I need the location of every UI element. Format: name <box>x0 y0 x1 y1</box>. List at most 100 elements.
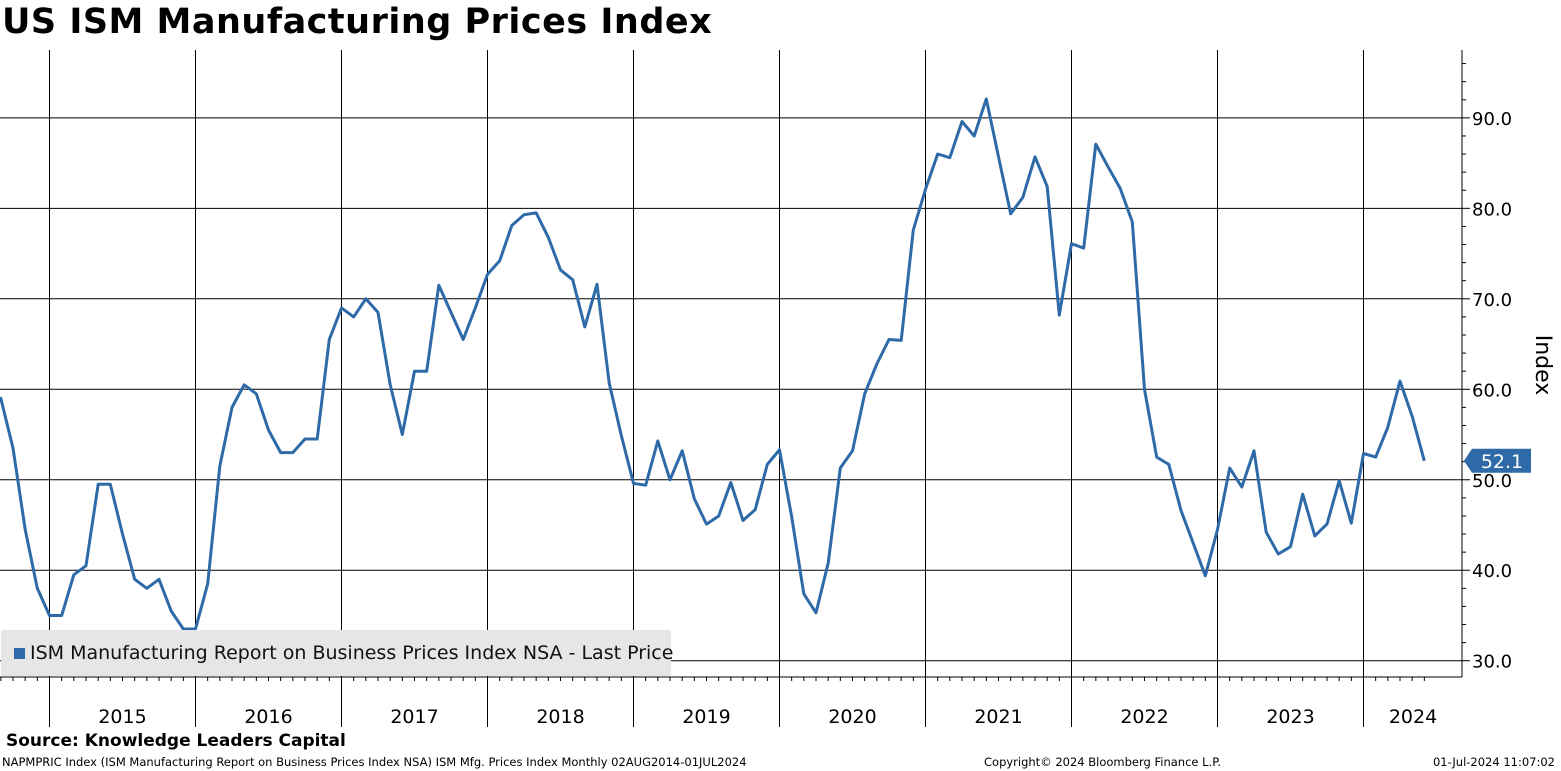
data-point <box>596 283 599 286</box>
y-tick-label: 90.0 <box>1472 109 1512 130</box>
data-point <box>48 614 51 617</box>
legend-swatch <box>14 648 25 659</box>
x-year-label: 2015 <box>98 706 146 728</box>
data-point <box>900 339 903 342</box>
legend: ISM Manufacturing Report on Business Pri… <box>1 630 674 676</box>
data-point <box>243 383 246 386</box>
data-point <box>462 338 465 341</box>
data-point <box>523 213 526 216</box>
data-point <box>170 610 173 613</box>
data-point <box>1399 380 1402 383</box>
data-point <box>328 338 331 341</box>
data-point <box>1155 456 1158 459</box>
y-tick-label: 40.0 <box>1472 561 1512 582</box>
data-point <box>936 153 939 156</box>
source-note: Source: Knowledge Leaders Capital <box>6 731 346 751</box>
data-point <box>1034 155 1037 158</box>
data-point <box>413 370 416 373</box>
data-point <box>547 236 550 239</box>
data-point <box>1021 196 1024 199</box>
data-point <box>888 338 891 341</box>
data-point <box>535 211 538 214</box>
data-point <box>1423 459 1426 462</box>
data-point <box>437 284 440 287</box>
y-tick-label: 70.0 <box>1472 290 1512 311</box>
data-point <box>1180 509 1183 512</box>
data-point <box>24 528 27 531</box>
data-point <box>1094 143 1097 146</box>
data-point <box>1301 493 1304 496</box>
data-point <box>875 363 878 366</box>
data-point <box>1386 426 1389 429</box>
data-point <box>1277 553 1280 556</box>
data-point <box>97 483 100 486</box>
data-point <box>705 523 708 526</box>
y-tick-label: 30.0 <box>1472 652 1512 673</box>
data-point <box>12 447 15 450</box>
x-year-label: 2021 <box>974 706 1022 728</box>
data-point <box>401 433 404 436</box>
data-point <box>1228 467 1231 470</box>
data-point <box>1253 449 1256 452</box>
data-point <box>36 587 39 590</box>
data-point <box>231 406 234 409</box>
data-point <box>912 229 915 232</box>
last-value-callout: 52.1 <box>1464 448 1531 473</box>
data-point <box>802 592 805 595</box>
data-point <box>121 533 124 536</box>
data-point <box>1119 187 1122 190</box>
data-point <box>693 497 696 500</box>
data-point <box>1009 212 1012 215</box>
data-point <box>364 297 367 300</box>
series-line <box>0 97 1426 631</box>
data-point <box>340 306 343 309</box>
data-point <box>218 465 221 468</box>
data-point <box>1265 531 1268 534</box>
data-point <box>571 278 574 281</box>
data-point <box>681 449 684 452</box>
x-year-label: 2016 <box>244 706 292 728</box>
footer-description: NAPMPRIC Index (ISM Manufacturing Report… <box>2 755 747 769</box>
legend-label: ISM Manufacturing Report on Business Pri… <box>30 642 674 664</box>
x-year-label: 2024 <box>1389 706 1437 728</box>
y-tick-label: 80.0 <box>1472 199 1512 220</box>
data-point <box>583 325 586 328</box>
data-point <box>1289 545 1292 548</box>
data-point <box>754 508 757 511</box>
data-point <box>559 268 562 271</box>
x-year-label: 2017 <box>390 706 438 728</box>
data-point <box>474 306 477 309</box>
last-value-flag <box>1464 448 1531 473</box>
data-point <box>1107 165 1110 168</box>
data-point <box>1338 479 1341 482</box>
data-point <box>1070 242 1073 245</box>
data-point <box>985 97 988 100</box>
data-point <box>1240 486 1243 489</box>
data-point <box>1350 522 1353 525</box>
data-point <box>255 392 258 395</box>
data-point <box>1082 247 1085 250</box>
data-point <box>1046 185 1049 188</box>
data-point <box>206 582 209 585</box>
data-point <box>729 481 732 484</box>
data-point <box>620 434 623 437</box>
data-point <box>377 311 380 314</box>
data-point <box>304 438 307 441</box>
data-point <box>766 463 769 466</box>
data-point <box>863 392 866 395</box>
data-point <box>1192 542 1195 545</box>
footer-timestamp: 01-Jul-2024 11:07:02 <box>1432 755 1555 769</box>
x-year-label: 2019 <box>682 706 730 728</box>
data-point <box>145 587 148 590</box>
data-point <box>924 188 927 191</box>
data-point <box>498 259 501 262</box>
data-point <box>778 448 781 451</box>
data-point <box>1131 220 1134 223</box>
x-year-label: 2023 <box>1266 706 1314 728</box>
data-point <box>1411 415 1414 418</box>
data-point <box>608 382 611 385</box>
data-point <box>85 564 88 567</box>
last-value-label: 52.1 <box>1481 451 1523 473</box>
data-point <box>827 562 830 565</box>
